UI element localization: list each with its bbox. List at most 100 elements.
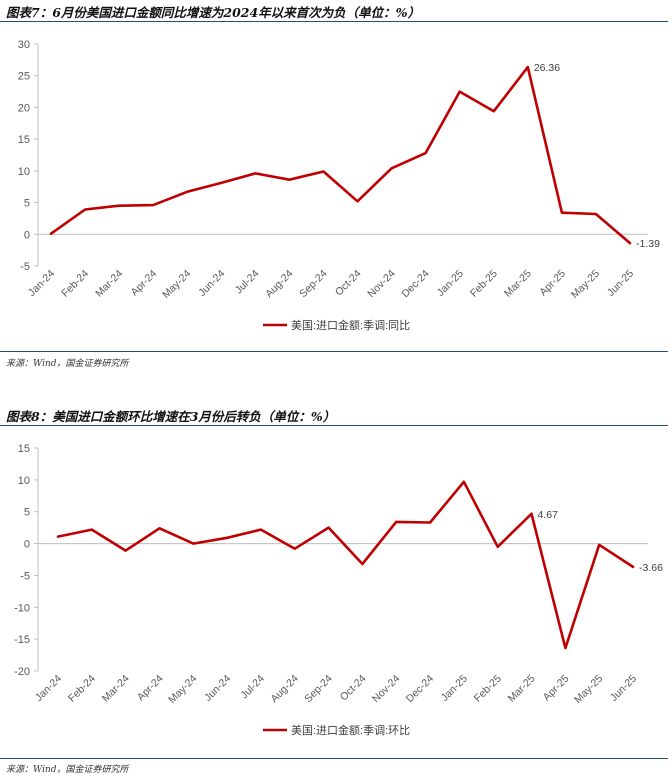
chart8-x-tick-label: Jan-25 (439, 673, 470, 704)
chart8-x-tick-label: Jun-25 (608, 673, 639, 704)
chart8-x-tick-label: May-25 (572, 673, 605, 706)
chart8-data-point (91, 528, 93, 531)
chart8-series-line (56, 480, 635, 650)
chart7-x-tick-label: Feb-24 (59, 268, 91, 300)
chart7-y-tick-label: 0 (24, 229, 30, 241)
chart8-title: 图表8：美国进口金额环比增速在3月份后转负（单位：%） (6, 409, 336, 424)
chart8-y-tick-label: 15 (18, 443, 30, 455)
chart8-data-point (124, 549, 127, 552)
chart8-x-tick-label: Jun-24 (202, 673, 233, 704)
chart8-data-point (226, 537, 228, 539)
chart7-data-point (254, 172, 257, 175)
chart8-x-tick-label: Jul-24 (238, 673, 267, 702)
chart7-data-label: -1.39 (636, 238, 660, 250)
chart8-data-point (632, 566, 634, 568)
chart8-y-tick-label: -15 (14, 634, 30, 646)
chart8-data-point (463, 480, 465, 483)
chart8-x-tick-label: Sep-24 (302, 673, 335, 706)
chart8-top-rule (0, 425, 668, 426)
chart8-data-point (564, 647, 567, 649)
chart7-data-point (322, 170, 325, 173)
chart8-data-point (530, 513, 533, 515)
chart8-legend-label: 美国:进口金额:季调:环比 (291, 723, 410, 737)
chart8-data-point (293, 547, 296, 550)
chart7-data-point (356, 200, 359, 203)
chart7-x-tick-label: May-25 (569, 268, 602, 301)
chart7-x-tick-label: Sep-24 (297, 268, 330, 301)
chart7-x-tick-label: Jan-25 (435, 268, 466, 299)
chart8-data-point (361, 563, 364, 565)
chart7-x-tick-label: Jul-24 (233, 268, 262, 297)
chart8-y-tick-label: -20 (14, 666, 30, 678)
chart8-data-point (395, 521, 398, 523)
chart7-y-tick-label: 30 (18, 39, 30, 51)
chart7-data-point (561, 211, 563, 214)
chart7-x-tick-label: Feb-25 (468, 268, 500, 300)
chart7-x-tick-label: Jun-25 (605, 268, 636, 299)
chart7-data-point (288, 178, 291, 181)
chart7-data-point (390, 167, 393, 170)
chart7-data-point (152, 204, 154, 206)
chart8-y-tick-label: 5 (24, 507, 30, 519)
chart8-y-tick-label: 0 (24, 539, 30, 551)
chart7-x-tick-label: Aug-24 (263, 268, 296, 301)
chart7-x-tick-label: Dec-24 (399, 268, 432, 301)
chart7-x-tick-label: Nov-24 (365, 268, 398, 301)
chart7-data-point (84, 208, 86, 211)
chart8-x-tick-label: Jan-24 (33, 673, 64, 704)
chart8-data-point (192, 542, 195, 545)
chart8-bottom-rule (0, 758, 668, 759)
chart8-data-point (429, 521, 431, 524)
chart8-data-point (327, 526, 330, 529)
chart8-y-tick-label: 10 (18, 475, 30, 487)
chart7-x-tick-label: Apr-25 (537, 268, 568, 299)
chart7-y-tick-label: 20 (18, 102, 30, 114)
chart8-x-tick-label: Apr-25 (541, 673, 572, 704)
chart8-x-tick-label: Oct-24 (338, 673, 369, 704)
chart7-data-point (220, 182, 223, 184)
chart7-series-line (49, 65, 632, 245)
chart8-data-point (496, 545, 499, 548)
chart8-data-label: 4.67 (538, 509, 559, 521)
chart7-top-rule (0, 21, 668, 22)
chart8-x-tick-label: Apr-24 (135, 673, 166, 704)
chart8-x-tick-label: Feb-24 (66, 673, 98, 705)
chart7-x-tick-label: Jun-24 (196, 268, 227, 299)
chart7-source: 来源：Wind，国金证券研究所 (6, 359, 129, 369)
chart8-data-label: -3.66 (639, 562, 663, 574)
chart8-y-tick-label: -10 (14, 602, 30, 614)
chart7-x-tick-label: Apr-24 (129, 268, 160, 299)
chart7-data-point (629, 242, 631, 244)
chart8-x-tick-label: May-24 (166, 673, 199, 706)
chart7-x-tick-label: Jan-24 (26, 268, 57, 299)
chart7-bottom-rule (0, 351, 668, 352)
chart7-title: 图表7：6月份美国进口金额同比增速为2024年以来首次为负（单位：%） (6, 5, 421, 20)
chart7-data-point (186, 190, 189, 193)
chart8-x-tick-label: Feb-25 (472, 673, 504, 705)
chart8-y-tick-label: -5 (20, 570, 30, 582)
chart8-x-tick-label: Dec-24 (404, 673, 437, 706)
chart7-y-tick-label: 10 (18, 166, 30, 178)
chart7-data-point (527, 66, 529, 68)
chart8-data-point (158, 527, 161, 530)
chart8-source: 来源：Wind，国金证券研究所 (6, 765, 129, 775)
chart8-x-tick-label: Mar-25 (506, 673, 538, 705)
chart8-data-point (598, 544, 600, 546)
chart8-x-tick-label: Nov-24 (370, 673, 403, 706)
chart7-x-tick-label: Mar-24 (93, 268, 125, 300)
chart7-x-tick-label: May-24 (160, 268, 193, 301)
chart7-data-label: 26.36 (534, 62, 560, 74)
chart7-data-point (595, 213, 597, 215)
chart8-x-tick-label: Mar-24 (100, 673, 132, 705)
chart7-data-point (492, 110, 495, 113)
chart7-y-tick-label: 15 (18, 134, 30, 146)
chart7-x-tick-label: Oct-24 (333, 268, 364, 299)
chart7-y-tick-label: -5 (20, 261, 30, 273)
chart8-x-tick-label: Aug-24 (268, 673, 301, 706)
chart8-data-point (57, 535, 59, 538)
chart7-y-tick-label: 5 (24, 198, 30, 210)
chart7-data-point (50, 232, 52, 235)
chart7-data-point (424, 152, 427, 154)
chart7-legend-label: 美国:进口金额:季调:同比 (291, 318, 410, 332)
